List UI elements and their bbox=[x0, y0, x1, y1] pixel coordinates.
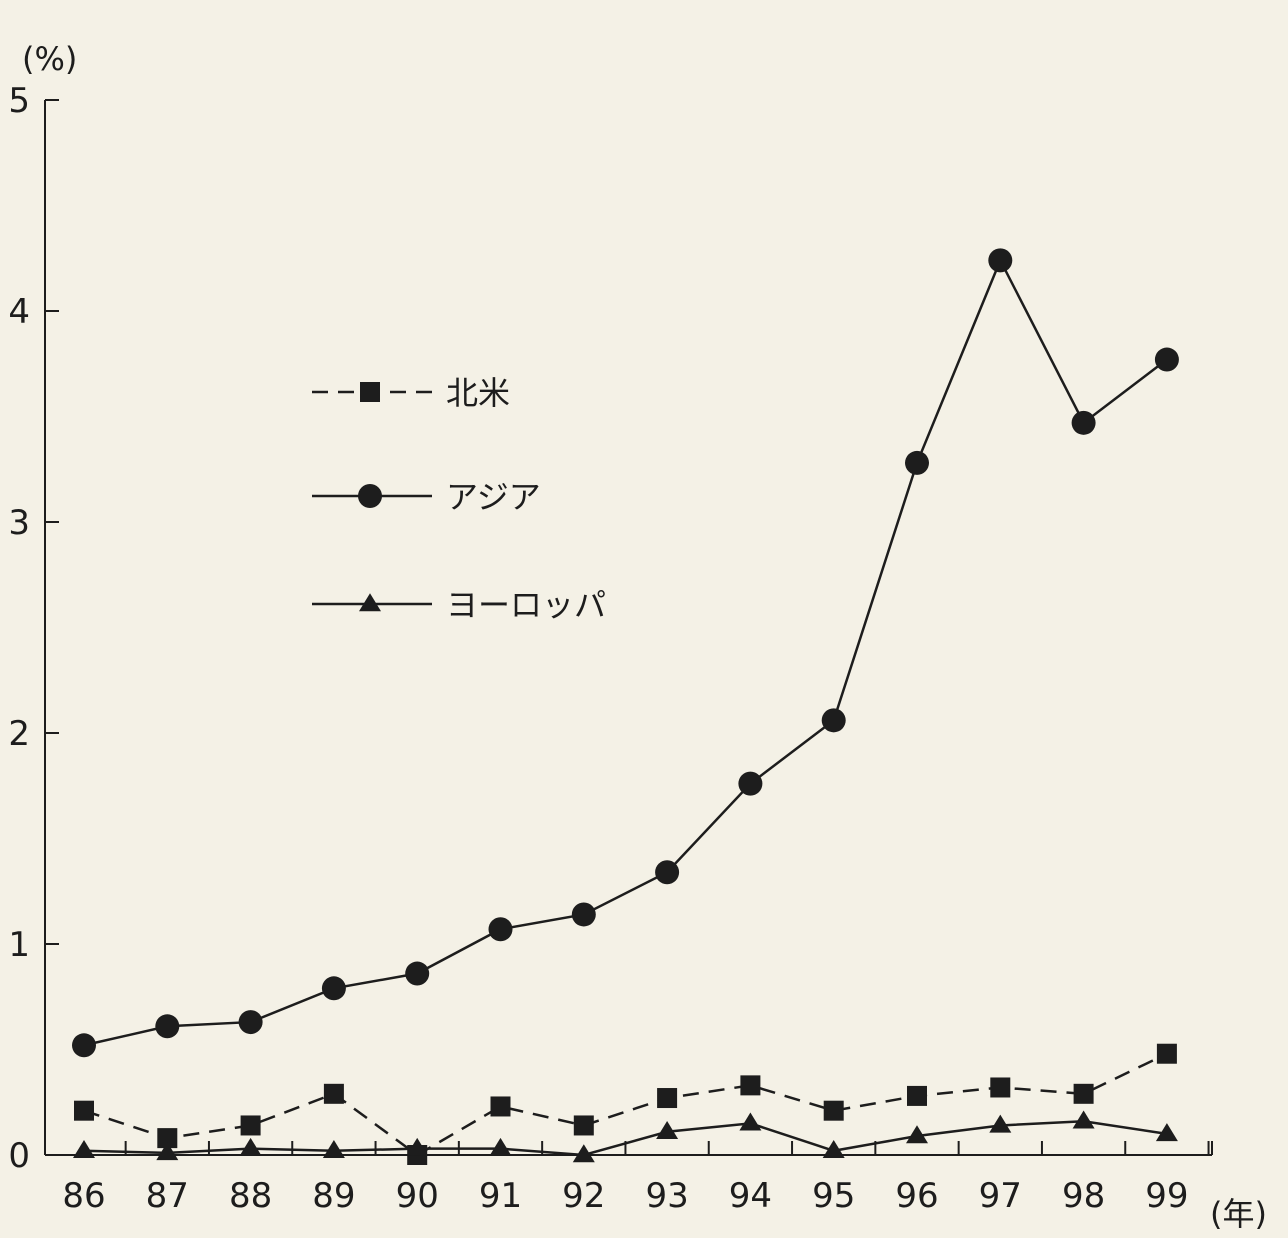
circle-marker bbox=[1071, 410, 1096, 435]
triangle-marker bbox=[656, 1120, 679, 1139]
triangle-marker bbox=[489, 1137, 512, 1156]
triangle-marker bbox=[989, 1114, 1012, 1133]
x-tick-label: 98 bbox=[1062, 1176, 1105, 1216]
x-axis-unit-label: (年) bbox=[1210, 1195, 1267, 1233]
square-marker bbox=[157, 1128, 178, 1149]
triangle-marker bbox=[1072, 1110, 1095, 1129]
circle-marker bbox=[488, 917, 513, 942]
triangle-marker bbox=[739, 1112, 762, 1131]
x-tick-label: 97 bbox=[979, 1176, 1022, 1216]
triangle-marker bbox=[572, 1144, 595, 1163]
triangle-marker bbox=[73, 1139, 95, 1158]
series-line bbox=[83, 1119, 1168, 1157]
circle-marker bbox=[738, 771, 763, 796]
square-marker bbox=[1156, 1043, 1177, 1064]
x-tick-label: 95 bbox=[812, 1176, 855, 1216]
circle-marker bbox=[405, 961, 430, 986]
triangle-marker bbox=[906, 1125, 928, 1144]
legend-label: 北米 bbox=[446, 374, 510, 412]
square-marker bbox=[490, 1096, 511, 1117]
square-marker bbox=[990, 1077, 1011, 1098]
square-marker bbox=[740, 1075, 761, 1096]
square-marker bbox=[823, 1100, 844, 1121]
square-marker bbox=[323, 1083, 344, 1104]
x-tick-label: 87 bbox=[146, 1176, 189, 1216]
triangle-marker bbox=[1155, 1123, 1178, 1142]
y-tick-label: 2 bbox=[8, 714, 30, 754]
circle-marker bbox=[988, 248, 1013, 273]
triangle-marker bbox=[822, 1139, 845, 1158]
y-tick-label: 1 bbox=[8, 925, 30, 965]
axes: 0 1 2 3 4 5 86 87 88 89 90 91 92 93 94 95 96 97 98 99 bbox=[8, 81, 1213, 1216]
legend-label: ヨーロッパ bbox=[446, 586, 606, 624]
triangle-marker bbox=[322, 1139, 345, 1158]
circle-marker bbox=[1154, 347, 1179, 372]
series-triangle bbox=[73, 1110, 1178, 1163]
x-tick-label: 93 bbox=[645, 1176, 688, 1216]
circle-marker bbox=[655, 860, 680, 885]
x-tick-label: 88 bbox=[229, 1176, 272, 1216]
circle-marker bbox=[358, 484, 382, 508]
square-marker bbox=[360, 382, 380, 402]
circle-marker bbox=[321, 976, 346, 1001]
circle-marker bbox=[238, 1010, 263, 1035]
y-tick-label: 0 bbox=[8, 1136, 30, 1176]
triangle-marker bbox=[156, 1142, 179, 1161]
x-tick-label: 96 bbox=[895, 1176, 938, 1216]
x-tick-label: 92 bbox=[562, 1176, 605, 1216]
x-tick-label: 90 bbox=[396, 1176, 439, 1216]
triangle-marker bbox=[239, 1137, 262, 1156]
series-line bbox=[83, 257, 1168, 1047]
circle-marker bbox=[821, 708, 846, 733]
circle-marker bbox=[155, 1014, 180, 1039]
y-tick-label: 5 bbox=[8, 81, 30, 121]
square-marker bbox=[240, 1115, 261, 1136]
x-tick-label: 91 bbox=[479, 1176, 522, 1216]
circle-marker bbox=[571, 902, 596, 927]
square-marker bbox=[573, 1115, 594, 1136]
legend-label: アジア bbox=[446, 478, 541, 516]
series-circle bbox=[72, 248, 1179, 1058]
x-tick-label: 94 bbox=[729, 1176, 772, 1216]
triangle-marker bbox=[406, 1137, 429, 1156]
y-axis-unit-label: (%) bbox=[22, 40, 77, 78]
x-tick-label: 89 bbox=[312, 1176, 355, 1216]
x-tick-label: 86 bbox=[62, 1176, 105, 1216]
series-line bbox=[83, 1052, 1168, 1157]
square-marker bbox=[74, 1100, 94, 1121]
circle-marker bbox=[72, 1033, 96, 1058]
y-tick-label: 4 bbox=[8, 292, 30, 332]
y-tick-label: 3 bbox=[8, 503, 30, 543]
square-marker bbox=[1073, 1083, 1094, 1104]
circle-marker bbox=[905, 450, 929, 475]
square-marker bbox=[657, 1088, 678, 1109]
x-tick-label: 99 bbox=[1145, 1176, 1188, 1216]
series-layer bbox=[72, 248, 1179, 1165]
square-marker bbox=[907, 1085, 927, 1106]
triangle-marker bbox=[359, 593, 381, 612]
